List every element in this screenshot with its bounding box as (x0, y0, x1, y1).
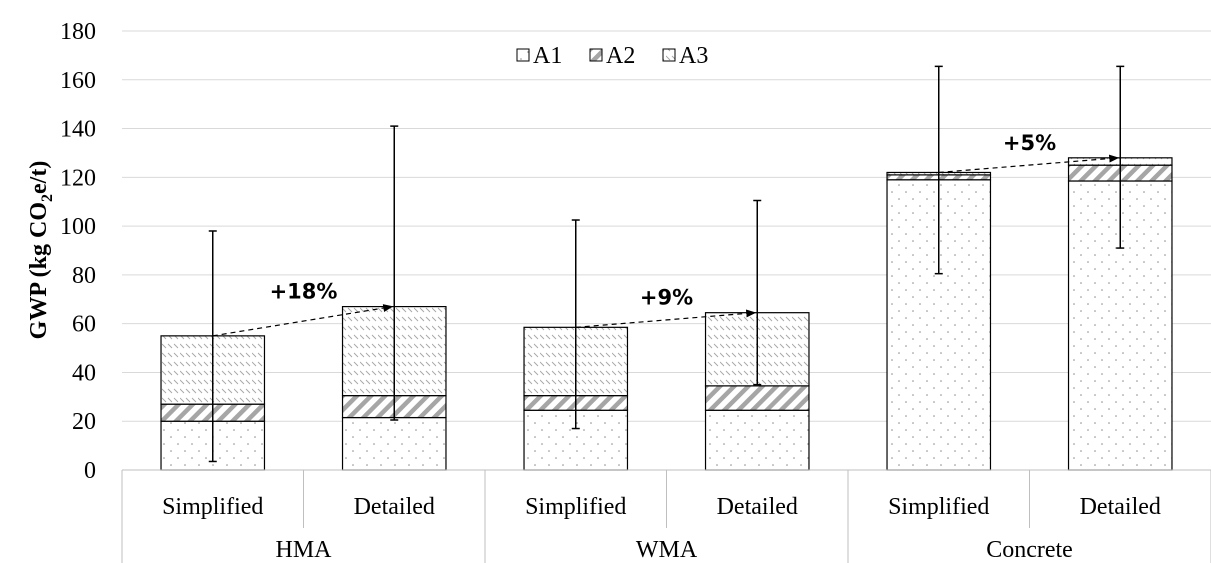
change-arrow-1 (575, 309, 757, 328)
change-annotations: +18% +9% +5% (212, 131, 1120, 337)
y-tick-label-120: 120 (60, 165, 96, 191)
y-tick-label-100: 100 (60, 214, 96, 240)
error-bars (208, 65, 1125, 463)
legend-label-a3: A3 (679, 43, 708, 69)
y-tick-label-140: 140 (60, 117, 96, 143)
legend-swatch-a3 (662, 48, 676, 62)
bar-a1-1 (341, 416, 447, 471)
y-tick-label-180: 180 (60, 19, 96, 45)
y-tick-label-60: 60 (72, 312, 96, 338)
y-tick-label-20: 20 (72, 409, 96, 435)
y-tick-label-80: 80 (72, 263, 96, 289)
group-label-hma: HMA (275, 537, 332, 563)
legend-label-a1: A1 (533, 43, 562, 69)
category-label-2: Simplified (525, 494, 626, 520)
y-axis-ticks: 0 20 40 60 80 100 120 140 160 180 (60, 19, 96, 484)
change-arrow-2 (938, 154, 1120, 174)
legend: A1 A2 A3 (516, 43, 708, 69)
group-label-wma: WMA (636, 537, 698, 563)
change-arrow-0 (212, 304, 394, 337)
category-label-0: Simplified (162, 494, 263, 520)
group-label-concrete: Concrete (986, 537, 1073, 563)
bar-a2-3 (704, 385, 810, 411)
y-axis-label: GWP (kg CO2e/t) (26, 161, 56, 340)
category-label-3: Detailed (717, 494, 798, 520)
legend-swatch-a1 (516, 48, 530, 62)
gridlines (122, 30, 1211, 422)
bars (160, 157, 1173, 471)
y-tick-label-160: 160 (60, 68, 96, 94)
y-tick-label-0: 0 (84, 458, 96, 484)
change-label-2: +5% (1003, 131, 1056, 155)
y-tick-label-40: 40 (72, 360, 96, 386)
category-label-4: Simplified (888, 494, 989, 520)
x-axis: Simplified Detailed Simplified Detailed Simp… (121, 469, 1211, 563)
legend-label-a2: A2 (606, 43, 635, 69)
change-label-1: +9% (640, 286, 693, 310)
bar-a1-3 (704, 409, 810, 471)
category-label-5: Detailed (1080, 494, 1161, 520)
legend-swatch-a2 (589, 48, 603, 62)
change-label-0: +18% (270, 280, 338, 304)
category-label-1: Detailed (354, 494, 435, 520)
